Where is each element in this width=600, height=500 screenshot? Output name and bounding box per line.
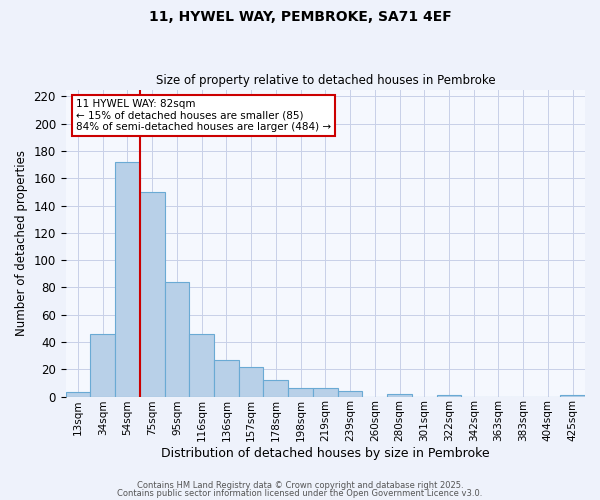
Text: 11, HYWEL WAY, PEMBROKE, SA71 4EF: 11, HYWEL WAY, PEMBROKE, SA71 4EF	[149, 10, 451, 24]
Text: Contains HM Land Registry data © Crown copyright and database right 2025.: Contains HM Land Registry data © Crown c…	[137, 481, 463, 490]
Bar	[65, 392, 91, 396]
Bar	[164, 282, 190, 397]
Bar	[313, 388, 338, 396]
Text: 11 HYWEL WAY: 82sqm
← 15% of detached houses are smaller (85)
84% of semi-detach: 11 HYWEL WAY: 82sqm ← 15% of detached ho…	[76, 99, 331, 132]
Title: Size of property relative to detached houses in Pembroke: Size of property relative to detached ho…	[155, 74, 495, 87]
Bar	[288, 388, 313, 396]
Bar	[115, 162, 140, 396]
Text: Contains public sector information licensed under the Open Government Licence v3: Contains public sector information licen…	[118, 488, 482, 498]
Bar	[387, 394, 412, 396]
Bar	[338, 391, 362, 396]
X-axis label: Distribution of detached houses by size in Pembroke: Distribution of detached houses by size …	[161, 447, 490, 460]
Bar	[190, 334, 214, 396]
Bar	[560, 395, 585, 396]
Bar	[239, 366, 263, 396]
Bar	[140, 192, 164, 396]
Bar	[437, 395, 461, 396]
Bar	[214, 360, 239, 397]
Bar	[263, 380, 288, 396]
Y-axis label: Number of detached properties: Number of detached properties	[15, 150, 28, 336]
Bar	[91, 334, 115, 396]
